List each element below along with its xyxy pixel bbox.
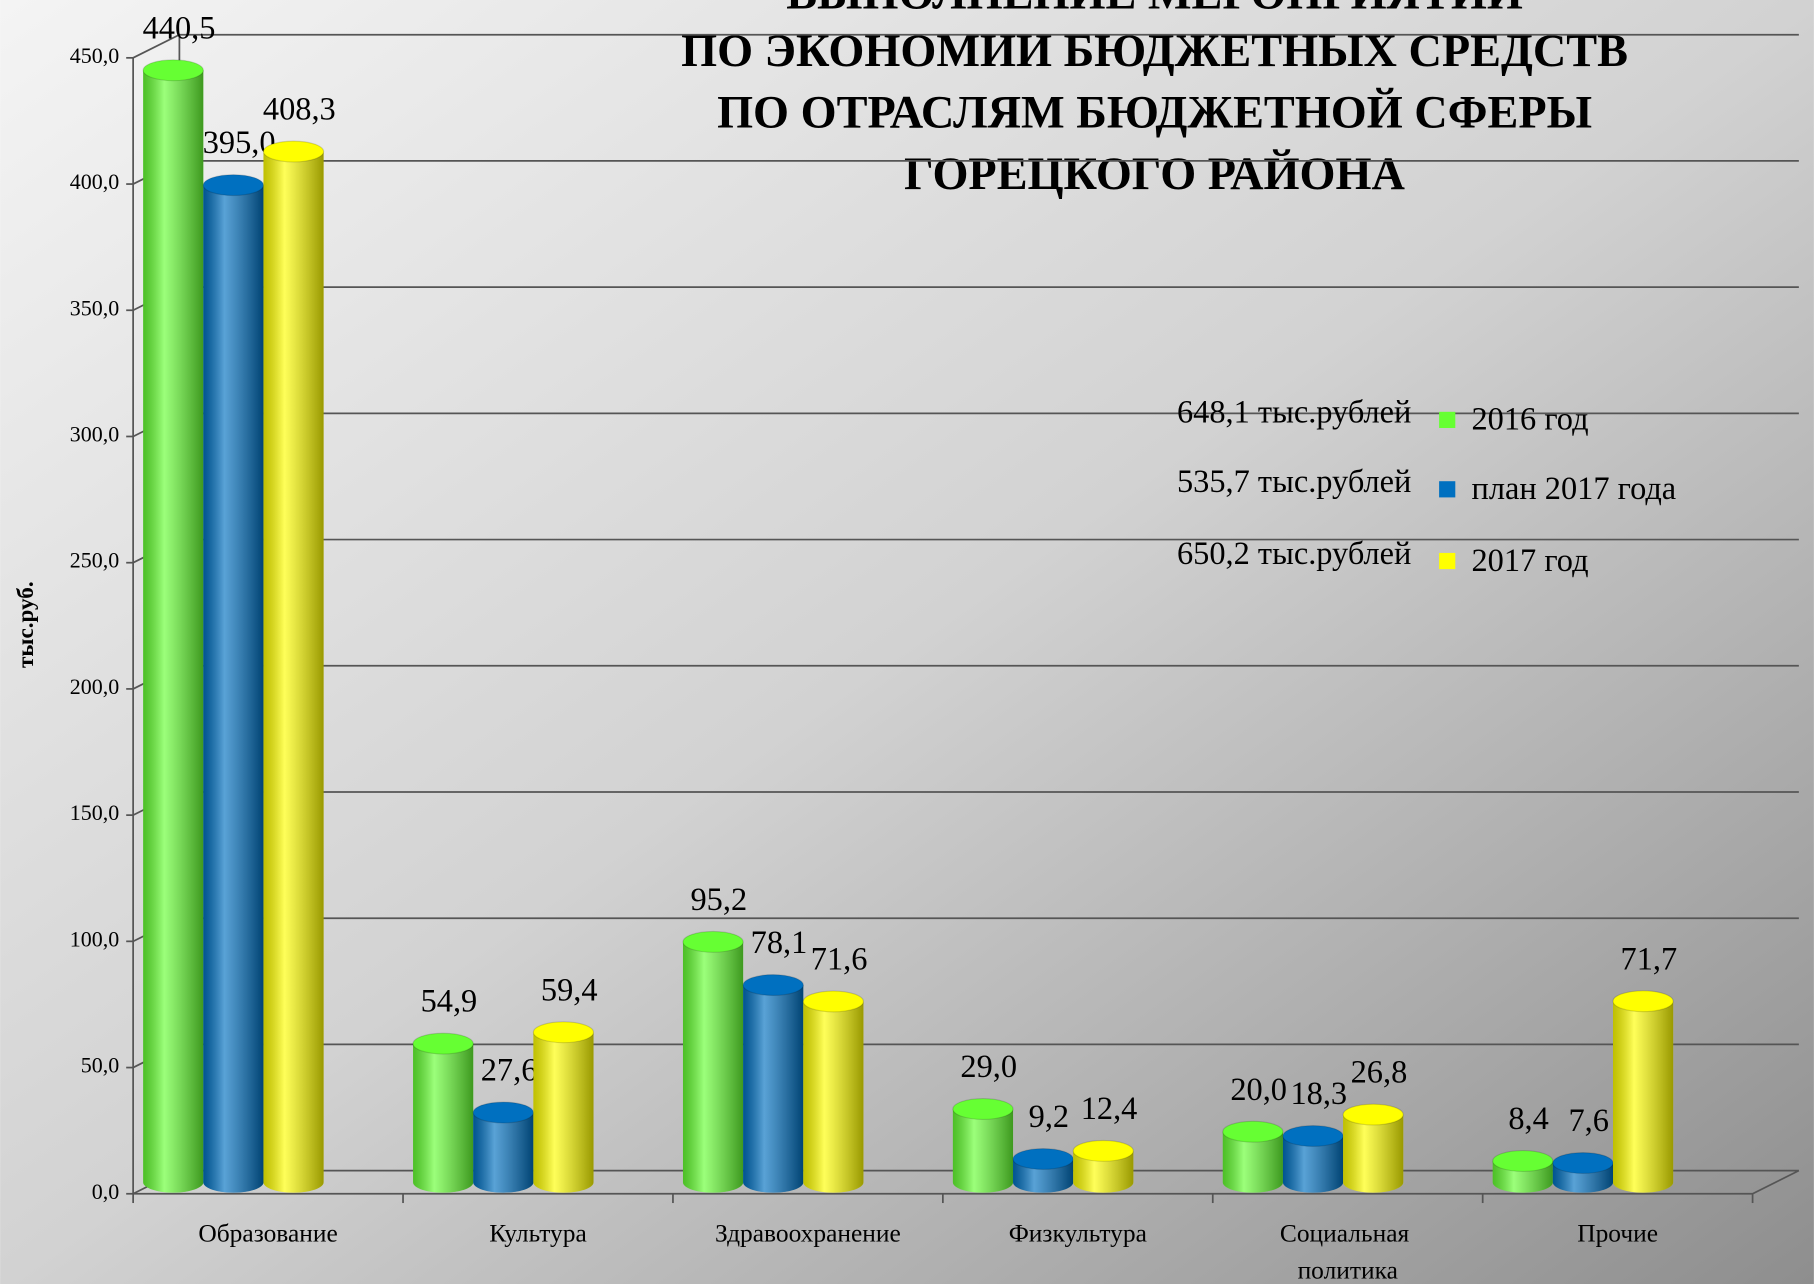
data-label: 12,4 [1081, 1091, 1138, 1127]
bar-shade [203, 185, 264, 1193]
y-tick-label: 300,0 [70, 422, 119, 447]
bar-shade [682, 941, 744, 1193]
data-label: 95,2 [691, 882, 748, 918]
data-label: 71,6 [811, 942, 868, 978]
bar-shade [263, 151, 324, 1193]
bar-shade [1613, 1001, 1674, 1193]
data-label: 7,6 [1568, 1103, 1608, 1139]
legend-label: план 2017 года [1471, 471, 1676, 507]
bar-cap [1552, 1152, 1614, 1175]
legend-note: 648,1 тыс.рублей [1177, 395, 1411, 431]
bar-shade [952, 1109, 1014, 1193]
bar-shade [743, 985, 804, 1193]
bar-shade [413, 1043, 474, 1193]
bar-shade [1343, 1114, 1404, 1193]
bar-shade [143, 70, 204, 1193]
bar-shade [803, 1001, 864, 1193]
legend-swatch [1439, 411, 1456, 428]
bar-cap [1072, 1139, 1134, 1162]
data-label: 20,0 [1230, 1072, 1287, 1108]
y-tick-label: 50,0 [81, 1053, 119, 1078]
legend-label: 2017 год [1471, 543, 1588, 579]
bar-shade [473, 1112, 534, 1193]
bar-cap [472, 1101, 534, 1124]
y-tick-label: 450,0 [70, 43, 119, 68]
bar-cap [1612, 990, 1674, 1013]
data-label: 26,8 [1351, 1055, 1408, 1091]
y-tick-label: 200,0 [70, 674, 119, 699]
bar-cap [1012, 1147, 1074, 1170]
chart-title: ГОРЕЦКОГО РАЙОНА [904, 149, 1405, 200]
data-label: 29,0 [960, 1049, 1017, 1085]
x-tick-label: Здравоохранение [715, 1218, 901, 1247]
data-label: 440,5 [143, 10, 216, 46]
x-tick-label: Образование [198, 1218, 337, 1247]
x-tick-label: Физкультура [1009, 1218, 1147, 1247]
y-axis-label: тыс.руб. [13, 581, 39, 668]
bar-cap [412, 1032, 474, 1055]
grid-line [132, 33, 1799, 59]
bar-cap [952, 1098, 1014, 1120]
y-tick-label: 400,0 [70, 169, 119, 194]
bar-cap [682, 930, 744, 953]
y-tick-label: 250,0 [70, 548, 119, 573]
chart-title: ВЫПОЛНЕНИЕ МЕРОПРИЯТИЙ [786, 0, 1523, 19]
data-label: 71,7 [1621, 941, 1678, 977]
data-label: 395,0 [203, 125, 276, 161]
x-tick-label: Прочие [1577, 1218, 1658, 1247]
bar-cap [262, 140, 325, 163]
data-label: 8,4 [1508, 1101, 1548, 1137]
legend-label: 2016 год [1471, 402, 1588, 438]
y-tick-label: 0,0 [92, 1179, 119, 1204]
legend-note: 650,2 тыс.рублей [1177, 536, 1411, 572]
bar-cap [202, 174, 265, 197]
data-label: 59,4 [541, 972, 598, 1008]
data-label: 18,3 [1290, 1076, 1347, 1112]
bar-shade [1222, 1131, 1283, 1193]
data-label: 54,9 [421, 984, 478, 1020]
legend-swatch [1439, 552, 1456, 570]
bar-cap [802, 990, 865, 1013]
x-tick-label: Культура [489, 1218, 587, 1247]
bar-cap [742, 974, 804, 997]
bar-cap [1492, 1150, 1554, 1172]
bar-cap [1282, 1125, 1344, 1147]
bar-cap [142, 59, 204, 82]
chart-title: ПО ЭКОНОМИИ БЮДЖЕТНЫХ СРЕДСТВ [681, 26, 1628, 77]
bar-cap [1222, 1120, 1284, 1143]
x-tick-label: Социальная политика [1280, 1218, 1416, 1284]
y-tick-label: 350,0 [70, 295, 119, 320]
bar-shade [1073, 1150, 1134, 1193]
bar-shade [1282, 1136, 1344, 1193]
bar-shade [533, 1032, 594, 1193]
bar-cap [1342, 1103, 1404, 1126]
bar-cap [532, 1021, 595, 1044]
legend-note: 535,7 тыс.рублей [1177, 464, 1411, 500]
chart-title: ПО ОТРАСЛЯМ БЮДЖЕТНОЙ СФЕРЫ [717, 87, 1592, 138]
y-tick-label: 150,0 [70, 800, 119, 825]
data-label: 408,3 [263, 92, 336, 128]
legend-swatch [1439, 481, 1456, 498]
data-label: 78,1 [751, 925, 808, 961]
data-label: 9,2 [1029, 1099, 1069, 1135]
data-label: 27,6 [481, 1053, 538, 1089]
y-tick-label: 100,0 [70, 926, 119, 951]
